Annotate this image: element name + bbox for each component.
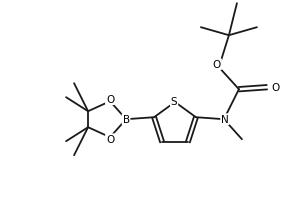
Text: O: O — [106, 135, 114, 144]
Text: O: O — [272, 83, 280, 93]
Text: B: B — [123, 115, 130, 125]
Text: N: N — [221, 115, 229, 125]
Text: S: S — [171, 97, 177, 106]
Text: O: O — [106, 95, 114, 105]
Text: O: O — [213, 60, 221, 70]
